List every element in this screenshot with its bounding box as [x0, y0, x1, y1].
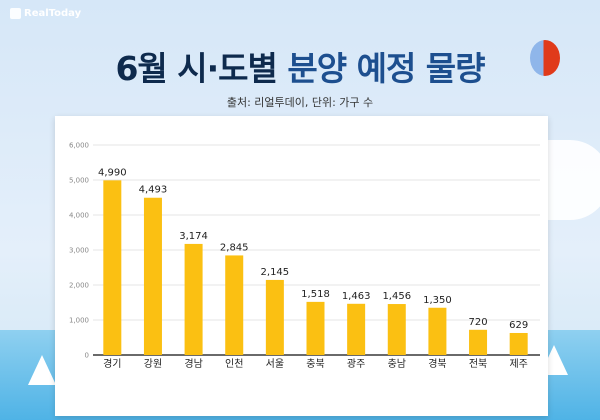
logo-icon	[10, 8, 21, 19]
subtitle: 출처: 리얼투데이, 단위: 가구 수	[226, 96, 374, 109]
data-label: 720	[468, 317, 487, 328]
title-part-2: 분양 예정 물량	[287, 49, 485, 88]
page-title: 6월 시·도별 분양 예정 물량	[0, 42, 600, 90]
x-tick-label: 제주	[509, 358, 527, 370]
x-tick-label: 충남	[388, 358, 406, 370]
bar	[103, 180, 122, 355]
data-label: 1,350	[423, 295, 452, 306]
bar	[428, 307, 447, 355]
x-tick-label: 광주	[347, 358, 365, 370]
title-part-1: 6월 시·도별	[115, 49, 277, 88]
data-label: 2,145	[261, 267, 290, 278]
bar	[143, 197, 162, 355]
hot-air-balloon-icon	[530, 40, 560, 76]
y-tick-label: 0	[85, 352, 89, 360]
x-tick-label: 경북	[428, 357, 446, 370]
bar	[469, 329, 488, 355]
x-tick-label: 인천	[225, 358, 243, 370]
data-label: 1,518	[301, 289, 330, 300]
sailboat-icon	[28, 355, 56, 385]
data-label: 629	[509, 320, 528, 331]
data-label: 4,990	[98, 167, 127, 178]
bar	[265, 279, 284, 355]
brand-name: RealToday	[24, 8, 82, 19]
data-label: 4,493	[139, 185, 168, 196]
bar	[306, 301, 325, 355]
y-tick-label: 2,000	[69, 282, 89, 290]
bar	[225, 255, 244, 355]
chart-card	[55, 116, 548, 416]
x-tick-label: 충북	[306, 358, 324, 370]
y-tick-label: 5,000	[69, 177, 89, 185]
bar	[387, 304, 406, 355]
bar	[347, 303, 366, 355]
x-tick-label: 서울	[266, 358, 284, 370]
bar	[184, 243, 203, 355]
x-tick-label: 전북	[469, 358, 487, 370]
x-tick-label: 경기	[103, 357, 121, 370]
x-tick-label: 강원	[144, 358, 162, 370]
data-label: 1,456	[382, 291, 411, 302]
data-label: 1,463	[342, 291, 371, 302]
y-tick-label: 6,000	[69, 142, 89, 150]
y-tick-label: 1,000	[69, 317, 89, 325]
y-tick-label: 3,000	[69, 247, 89, 255]
data-label: 2,845	[220, 242, 249, 253]
x-tick-label: 경남	[184, 357, 202, 370]
bar	[509, 332, 528, 355]
brand-logo: RealToday	[10, 8, 81, 19]
y-tick-label: 4,000	[69, 212, 89, 220]
data-label: 3,174	[179, 231, 208, 242]
